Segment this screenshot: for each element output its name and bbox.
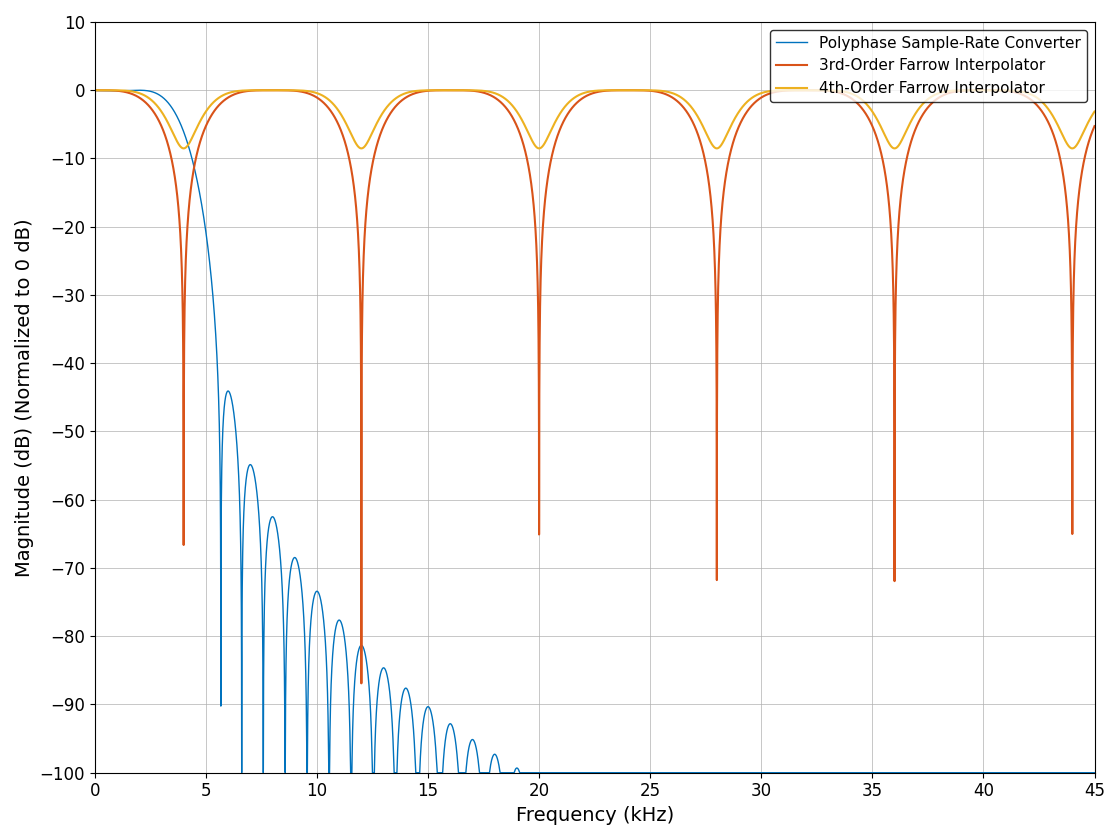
Line: 4th-Order Farrow Interpolator: 4th-Order Farrow Interpolator (95, 90, 1094, 149)
Polyphase Sample-Rate Converter (730, 768, 744, 778)
4th-Order Farrow Interpolator (561, 98, 575, 108)
4th-Order Farrow Interpolator (1023, 89, 1036, 99)
4th-Order Farrow Interpolator (1088, 107, 1101, 117)
Polyphase Sample-Rate Converter (561, 768, 575, 778)
Y-axis label: Magnitude (dB) (Normalized to 0 dB): Magnitude (dB) (Normalized to 0 dB) (15, 218, 34, 577)
4th-Order Farrow Interpolator (355, 144, 368, 154)
4th-Order Farrow Interpolator (804, 85, 818, 95)
3rd-Order Farrow Interpolator (1088, 121, 1101, 131)
Polyphase Sample-Rate Converter (235, 768, 249, 778)
Polyphase Sample-Rate Converter (132, 85, 146, 95)
4th-Order Farrow Interpolator (337, 114, 351, 124)
3rd-Order Farrow Interpolator (88, 85, 102, 95)
4th-Order Farrow Interpolator (730, 110, 744, 120)
3rd-Order Farrow Interpolator (804, 85, 818, 95)
4th-Order Farrow Interpolator (88, 85, 102, 95)
Line: Polyphase Sample-Rate Converter: Polyphase Sample-Rate Converter (95, 90, 1094, 773)
4th-Order Farrow Interpolator (88, 85, 102, 95)
3rd-Order Farrow Interpolator (693, 134, 707, 144)
4th-Order Farrow Interpolator (693, 114, 707, 124)
3rd-Order Farrow Interpolator (622, 85, 635, 95)
Line: 3rd-Order Farrow Interpolator: 3rd-Order Farrow Interpolator (95, 90, 1094, 684)
Polyphase Sample-Rate Converter (1088, 768, 1101, 778)
Polyphase Sample-Rate Converter (693, 768, 707, 778)
3rd-Order Farrow Interpolator (1023, 94, 1036, 104)
X-axis label: Frequency (kHz): Frequency (kHz) (515, 806, 674, 825)
3rd-Order Farrow Interpolator (337, 134, 351, 144)
Polyphase Sample-Rate Converter (88, 86, 102, 96)
Polyphase Sample-Rate Converter (337, 630, 351, 640)
3rd-Order Farrow Interpolator (355, 679, 368, 689)
3rd-Order Farrow Interpolator (561, 109, 575, 119)
Legend: Polyphase Sample-Rate Converter, 3rd-Order Farrow Interpolator, 4th-Order Farrow: Polyphase Sample-Rate Converter, 3rd-Ord… (769, 29, 1086, 102)
Polyphase Sample-Rate Converter (804, 768, 818, 778)
Polyphase Sample-Rate Converter (1023, 768, 1036, 778)
3rd-Order Farrow Interpolator (730, 127, 744, 137)
